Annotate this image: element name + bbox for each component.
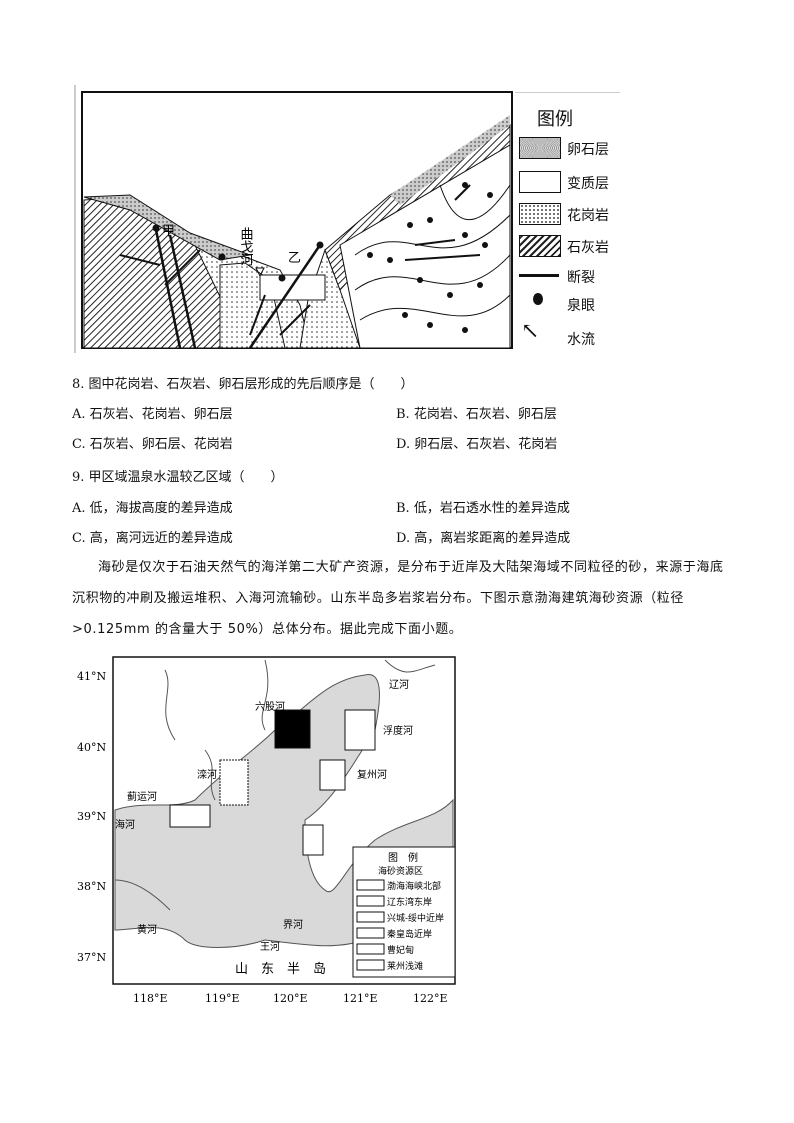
question-9-stem: 9. 甲区域温泉水温较乙区域（ ）	[72, 470, 284, 485]
metamorphic-pattern-icon	[519, 171, 561, 193]
lon-label: 122°E	[413, 992, 448, 1005]
map-legend-subtitle: 海砂资源区	[378, 865, 423, 877]
q9-option-d[interactable]: D. 高，离岩浆距离的差异造成	[396, 531, 571, 546]
geologic-cross-section: 甲 乙 曲戈河	[74, 85, 513, 353]
pebble-pattern-icon	[519, 137, 561, 159]
legend-label: 花岗岩	[567, 208, 609, 224]
map-legend-label: 秦皇岛近岸	[387, 928, 432, 940]
lat-label: 38°N	[77, 880, 106, 893]
spring-icon	[533, 293, 543, 305]
q8-option-a[interactable]: A. 石灰岩、花岗岩、卵石层	[72, 407, 233, 422]
lon-label: 119°E	[205, 992, 240, 1005]
place-label: 王河	[260, 941, 280, 953]
map-legend-title: 图 例	[388, 851, 418, 864]
legend-label: 断裂	[567, 270, 595, 286]
q8-option-d[interactable]: D. 卵石层、石灰岩、花岗岩	[396, 437, 558, 452]
legend-label: 变质层	[567, 176, 609, 192]
fault-line-icon	[519, 274, 559, 277]
label-jia: 甲	[162, 224, 175, 239]
lon-label: 120°E	[273, 992, 308, 1005]
lat-label: 40°N	[77, 741, 106, 754]
lon-label: 121°E	[343, 992, 378, 1005]
lat-label: 37°N	[77, 951, 106, 964]
place-label: 蓟运河	[127, 790, 157, 803]
label-river: 曲戈河	[238, 227, 254, 266]
map-legend-label: 莱州浅滩	[387, 960, 423, 972]
legend-label: 水流	[567, 332, 595, 348]
lat-label: 39°N	[77, 810, 106, 823]
legend-label: 泉眼	[567, 298, 595, 314]
map-legend: 图 例 海砂资源区 渤海海峡北部 辽东湾东岸 兴城-绥中近岸 秦皇岛近岸 曹妃甸…	[352, 846, 456, 978]
map-legend-label: 曹妃甸	[387, 944, 414, 956]
question-8-stem: 8. 图中花岗岩、石灰岩、卵石层形成的先后顺序是（ ）	[72, 377, 414, 392]
place-label: 六股河	[255, 701, 285, 713]
place-label: 海河	[115, 818, 135, 831]
bohai-map: 41°N 40°N 39°N 38°N 37°N 118°E 119°E 120…	[77, 656, 456, 1005]
place-label: 辽河	[389, 679, 409, 691]
granite-pattern-icon	[519, 203, 561, 225]
lat-label: 41°N	[77, 670, 106, 683]
legend-label: 卵石层	[567, 142, 609, 158]
label-yi: 乙	[288, 251, 301, 266]
figure1-legend: 图例 卵石层 变质层 花岗岩 石灰岩 断裂 泉眼 ↖ 水流	[515, 92, 620, 351]
passage: 海砂是仅次于石油天然气的海洋第二大矿产资源，是分布于近岸及大陆架海域不同粒径的砂…	[72, 560, 724, 637]
legend-title: 图例	[537, 109, 573, 130]
place-label: 复州河	[357, 768, 387, 781]
place-label: 滦河	[197, 768, 217, 781]
q9-option-b[interactable]: B. 低，岩石透水性的差异造成	[396, 501, 570, 516]
q8-option-c[interactable]: C. 石灰岩、卵石层、花岗岩	[72, 437, 233, 452]
map-legend-label: 辽东湾东岸	[387, 896, 432, 908]
place-label: 山 东 半 岛	[235, 961, 326, 977]
place-label: 界河	[283, 919, 303, 931]
q8-option-b[interactable]: B. 花岗岩、石灰岩、卵石层	[396, 407, 557, 422]
limestone-hatch-icon	[519, 235, 561, 257]
map-legend-label: 渤海海峡北部	[387, 880, 441, 892]
q9-option-c[interactable]: C. 高，离河远近的差异造成	[72, 531, 233, 546]
map-legend-label: 兴城-绥中近岸	[387, 912, 444, 924]
place-label: 黄河	[137, 923, 157, 936]
lon-label: 118°E	[133, 992, 168, 1005]
arrow-icon: ↖	[521, 319, 540, 344]
q9-option-a[interactable]: A. 低，海拔高度的差异造成	[72, 501, 233, 516]
place-label: 浮度河	[383, 724, 413, 737]
legend-label: 石灰岩	[567, 240, 609, 256]
